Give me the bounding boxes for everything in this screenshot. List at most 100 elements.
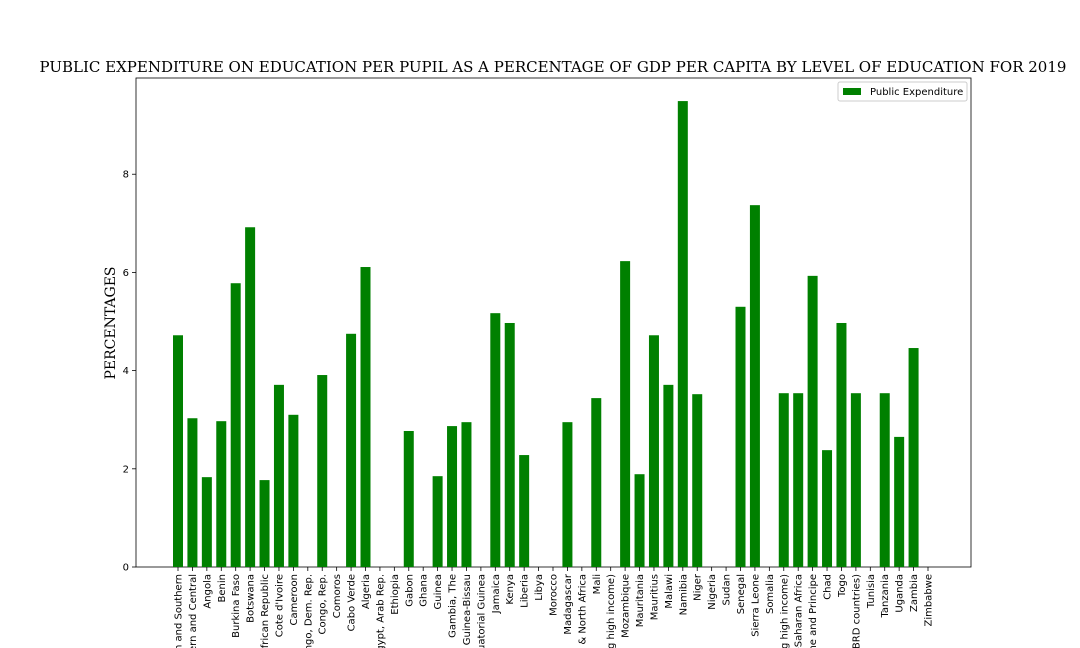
- x-tick-label: Africa Western and Central: [188, 574, 199, 648]
- x-tick-label: Sub-Saharan Africa: [794, 574, 805, 648]
- bar: [346, 333, 357, 567]
- bar: [432, 476, 443, 567]
- x-tick-label: Sub-Saharan Africa (excluding high incom…: [779, 574, 790, 648]
- y-tick-label: 0: [123, 563, 129, 574]
- x-tick-label: Mauritania: [635, 574, 646, 627]
- x-tick-label: Mauritius: [649, 574, 660, 620]
- bar: [201, 477, 212, 567]
- bar: [490, 313, 501, 567]
- legend-box: [837, 81, 968, 102]
- x-tick-label: Libya: [534, 574, 545, 601]
- x-tick-label: Ethiopia: [390, 574, 401, 615]
- x-tick-label: Sub-Saharan Africa (IDA & IBRD countries…: [851, 574, 862, 648]
- x-tick-label: Middle East & North Africa (excluding hi…: [606, 574, 617, 648]
- bar: [504, 322, 515, 567]
- x-tick-label: Botswana: [246, 574, 257, 623]
- x-tick-label: Middle East & North Africa: [577, 574, 588, 648]
- y-axis-label: PERCENTAGES: [103, 266, 119, 379]
- x-tick-label: Equatorial Guinea: [476, 574, 487, 648]
- x-tick-label: Uganda: [895, 574, 906, 613]
- bar: [173, 335, 183, 567]
- x-tick-label: Comoros: [332, 574, 343, 618]
- x-tick-label: Jamaica: [491, 574, 502, 614]
- bar: [879, 393, 890, 567]
- bar: [620, 261, 631, 567]
- bar: [519, 455, 530, 567]
- bar: [894, 436, 905, 567]
- x-tick-label: Ghana: [419, 574, 430, 607]
- x-tick-label: Benin: [217, 574, 228, 602]
- bar: [216, 421, 227, 567]
- x-tick-label: Central African Republic: [260, 574, 271, 648]
- x-tick-label: Malawi: [664, 574, 675, 609]
- bar: [187, 418, 198, 567]
- x-tick-label: Cote d'Ivoire: [274, 574, 285, 637]
- x-tick-label: Zambia: [909, 574, 920, 612]
- x-tick-label: Gambia, The: [448, 574, 459, 638]
- x-tick-label: Algeria: [361, 574, 372, 609]
- bar: [648, 335, 659, 567]
- y-tick-label: 4: [123, 366, 129, 377]
- x-tick-label: Burkina Faso: [231, 574, 242, 638]
- x-tick-label: Angola: [202, 574, 213, 609]
- bar: [273, 384, 284, 567]
- x-tick-label: Congo, Dem. Rep.: [303, 574, 314, 648]
- bar: [245, 227, 256, 568]
- bar: [230, 283, 241, 567]
- chart-title: PUBLIC EXPENDITURE ON EDUCATION PER PUPI…: [40, 58, 1067, 76]
- bar: [836, 322, 847, 567]
- bar: [634, 474, 645, 567]
- x-tick-label: Niger: [693, 573, 704, 601]
- x-tick-label: Egypt, Arab Rep.: [375, 574, 386, 648]
- legend-label: Public Expenditure: [870, 87, 963, 98]
- x-tick-label: Mali: [592, 574, 603, 594]
- x-tick-label: Zimbabwe: [924, 574, 935, 627]
- bar: [288, 414, 299, 567]
- bar: [360, 267, 371, 567]
- y-tick-label: 6: [123, 268, 129, 279]
- bar: [562, 422, 573, 567]
- x-tick-label: Sudan: [722, 574, 733, 606]
- x-tick-label: Sierra Leone: [750, 574, 761, 637]
- x-tick-label: Tanzania: [880, 574, 891, 619]
- bar: [663, 384, 674, 567]
- bar: [793, 393, 804, 567]
- bar: [447, 426, 458, 567]
- x-tick-label: Guinea: [433, 574, 444, 609]
- x-tick-label: Guinea-Bissau: [462, 574, 473, 645]
- bar: [778, 393, 789, 567]
- bar: [461, 422, 472, 567]
- x-tick-label: Kenya: [505, 574, 516, 605]
- x-tick-label: Cabo Verde: [347, 574, 358, 631]
- plot-frame: [135, 77, 972, 568]
- x-tick-label: Namibia: [678, 574, 689, 615]
- x-tick-label: Africa Eastern and Southern: [174, 574, 185, 648]
- x-tick-label: Mozambique: [621, 574, 632, 638]
- x-tick-label: Tunisia: [866, 574, 877, 609]
- bar: [591, 398, 602, 567]
- x-tick-label: Somalia: [765, 574, 776, 614]
- x-tick-label: Togo: [837, 574, 848, 598]
- x-tick-label: Nigeria: [707, 574, 718, 610]
- y-tick-label: 2: [123, 464, 129, 475]
- bar: [822, 450, 833, 567]
- bar: [908, 348, 919, 567]
- x-tick-label: Gabon: [404, 574, 415, 607]
- x-tick-label: Congo, Rep.: [318, 574, 329, 634]
- bar: [317, 375, 328, 567]
- y-tick-label: 8: [123, 170, 129, 181]
- x-tick-label: Cameroon: [289, 574, 300, 625]
- x-tick-label: Sao Tome and Principe: [808, 574, 819, 648]
- legend-swatch: [843, 88, 861, 95]
- bar: [749, 205, 760, 567]
- bar: [677, 101, 688, 567]
- bar: [403, 431, 414, 567]
- bar: [735, 306, 746, 567]
- x-tick-label: Chad: [823, 574, 834, 600]
- bar: [850, 393, 861, 567]
- x-tick-label: Morocco: [549, 574, 560, 616]
- bar: [259, 480, 270, 567]
- bar: [807, 275, 818, 567]
- x-tick-label: Senegal: [736, 574, 747, 614]
